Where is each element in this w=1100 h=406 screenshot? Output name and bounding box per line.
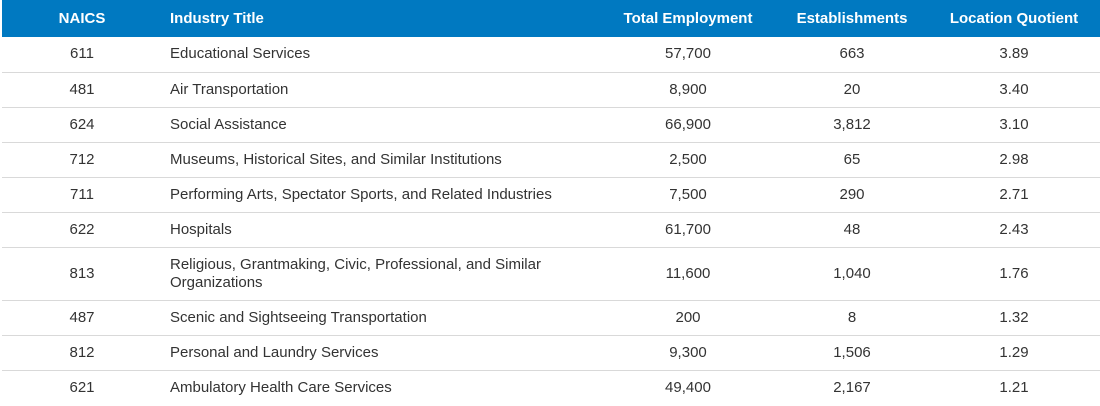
header-industry-title[interactable]: Industry Title xyxy=(170,10,264,27)
cell-industry-title: Air Transportation xyxy=(162,72,600,108)
table-row: 611 Educational Services 57,700 663 3.89 xyxy=(2,37,1100,73)
cell-establishments: 1,506 xyxy=(776,335,928,371)
cell-industry-title: Religious, Grantmaking, Civic, Professio… xyxy=(162,247,600,301)
table-row: 711 Performing Arts, Spectator Sports, a… xyxy=(2,177,1100,213)
cell-total-employment: 57,700 xyxy=(600,37,776,73)
cell-establishments: 2,167 xyxy=(833,378,871,396)
header-row: NAICS Industry Title Total Employment Es… xyxy=(2,0,1100,37)
cell-naics: 624 xyxy=(2,107,162,143)
cell-naics: 481 xyxy=(2,72,162,108)
cell-establishments: 20 xyxy=(776,72,928,108)
cell-total-employment: 61,700 xyxy=(600,212,776,248)
cell-location-quotient: 3.10 xyxy=(928,107,1100,143)
cell-naics: 712 xyxy=(2,142,162,178)
cell-location-quotient: 1.32 xyxy=(928,300,1100,336)
table-row: 812 Personal and Laundry Services 9,300 … xyxy=(2,335,1100,371)
table-row: 624 Social Assistance 66,900 3,812 3.10 xyxy=(2,107,1100,143)
table-header: NAICS Industry Title Total Employment Es… xyxy=(2,0,1100,37)
header-location-quotient[interactable]: Location Quotient xyxy=(949,10,1079,27)
table-row: 481 Air Transportation 8,900 20 3.40 xyxy=(2,72,1100,108)
cell-establishments: 1,040 xyxy=(776,247,928,301)
cell-industry-title: Personal and Laundry Services xyxy=(162,335,600,371)
table-row: 487 Scenic and Sightseeing Transportatio… xyxy=(2,300,1100,336)
cell-location-quotient: 2.71 xyxy=(928,177,1100,213)
cell-naics: 611 xyxy=(2,37,162,73)
cell-location-quotient: 1.76 xyxy=(928,247,1100,301)
cell-location-quotient: 2.98 xyxy=(928,142,1100,178)
table-body: 611 Educational Services 57,700 663 3.89… xyxy=(2,37,1100,405)
cell-location-quotient: 1.21 xyxy=(999,378,1029,396)
cell-total-employment: 49,400 xyxy=(665,378,711,396)
table-row: 813 Religious, Grantmaking, Civic, Profe… xyxy=(2,247,1100,301)
cell-total-employment: 9,300 xyxy=(600,335,776,371)
cell-naics: 711 xyxy=(2,177,162,213)
cell-total-employment: 8,900 xyxy=(600,72,776,108)
cell-establishments: 3,812 xyxy=(776,107,928,143)
cell-naics: 812 xyxy=(2,335,162,371)
cell-establishments: 48 xyxy=(776,212,928,248)
cell-naics: 813 xyxy=(2,247,162,301)
header-naics[interactable]: NAICS xyxy=(58,10,106,27)
cell-establishments: 65 xyxy=(776,142,928,178)
cell-naics: 622 xyxy=(2,212,162,248)
cell-location-quotient: 3.40 xyxy=(928,72,1100,108)
cell-industry-title: Museums, Historical Sites, and Similar I… xyxy=(162,142,600,178)
cell-industry-title: Performing Arts, Spectator Sports, and R… xyxy=(162,177,600,213)
cell-location-quotient: 1.29 xyxy=(928,335,1100,371)
cell-total-employment: 2,500 xyxy=(600,142,776,178)
cell-naics: 621 xyxy=(69,378,95,396)
cell-establishments: 8 xyxy=(776,300,928,336)
table-row: 621 Ambulatory Health Care Services 49,4… xyxy=(2,370,1100,405)
table-row: 622 Hospitals 61,700 48 2.43 xyxy=(2,212,1100,248)
cell-location-quotient: 2.43 xyxy=(928,212,1100,248)
table-row: 712 Museums, Historical Sites, and Simil… xyxy=(2,142,1100,178)
cell-industry-title: Educational Services xyxy=(162,37,600,73)
cell-industry-title: Hospitals xyxy=(162,212,600,248)
cell-establishments: 663 xyxy=(776,37,928,73)
header-total-employment[interactable]: Total Employment xyxy=(623,10,753,27)
cell-total-employment: 200 xyxy=(600,300,776,336)
cell-total-employment: 7,500 xyxy=(600,177,776,213)
cell-total-employment: 66,900 xyxy=(600,107,776,143)
cell-naics: 487 xyxy=(2,300,162,336)
cell-total-employment: 11,600 xyxy=(600,247,776,301)
cell-location-quotient: 3.89 xyxy=(928,37,1100,73)
cell-establishments: 290 xyxy=(776,177,928,213)
cell-industry-title: Ambulatory Health Care Services xyxy=(170,378,392,396)
cell-industry-title: Scenic and Sightseeing Transportation xyxy=(162,300,600,336)
header-establishments[interactable]: Establishments xyxy=(796,10,908,27)
cell-industry-title: Social Assistance xyxy=(162,107,600,143)
